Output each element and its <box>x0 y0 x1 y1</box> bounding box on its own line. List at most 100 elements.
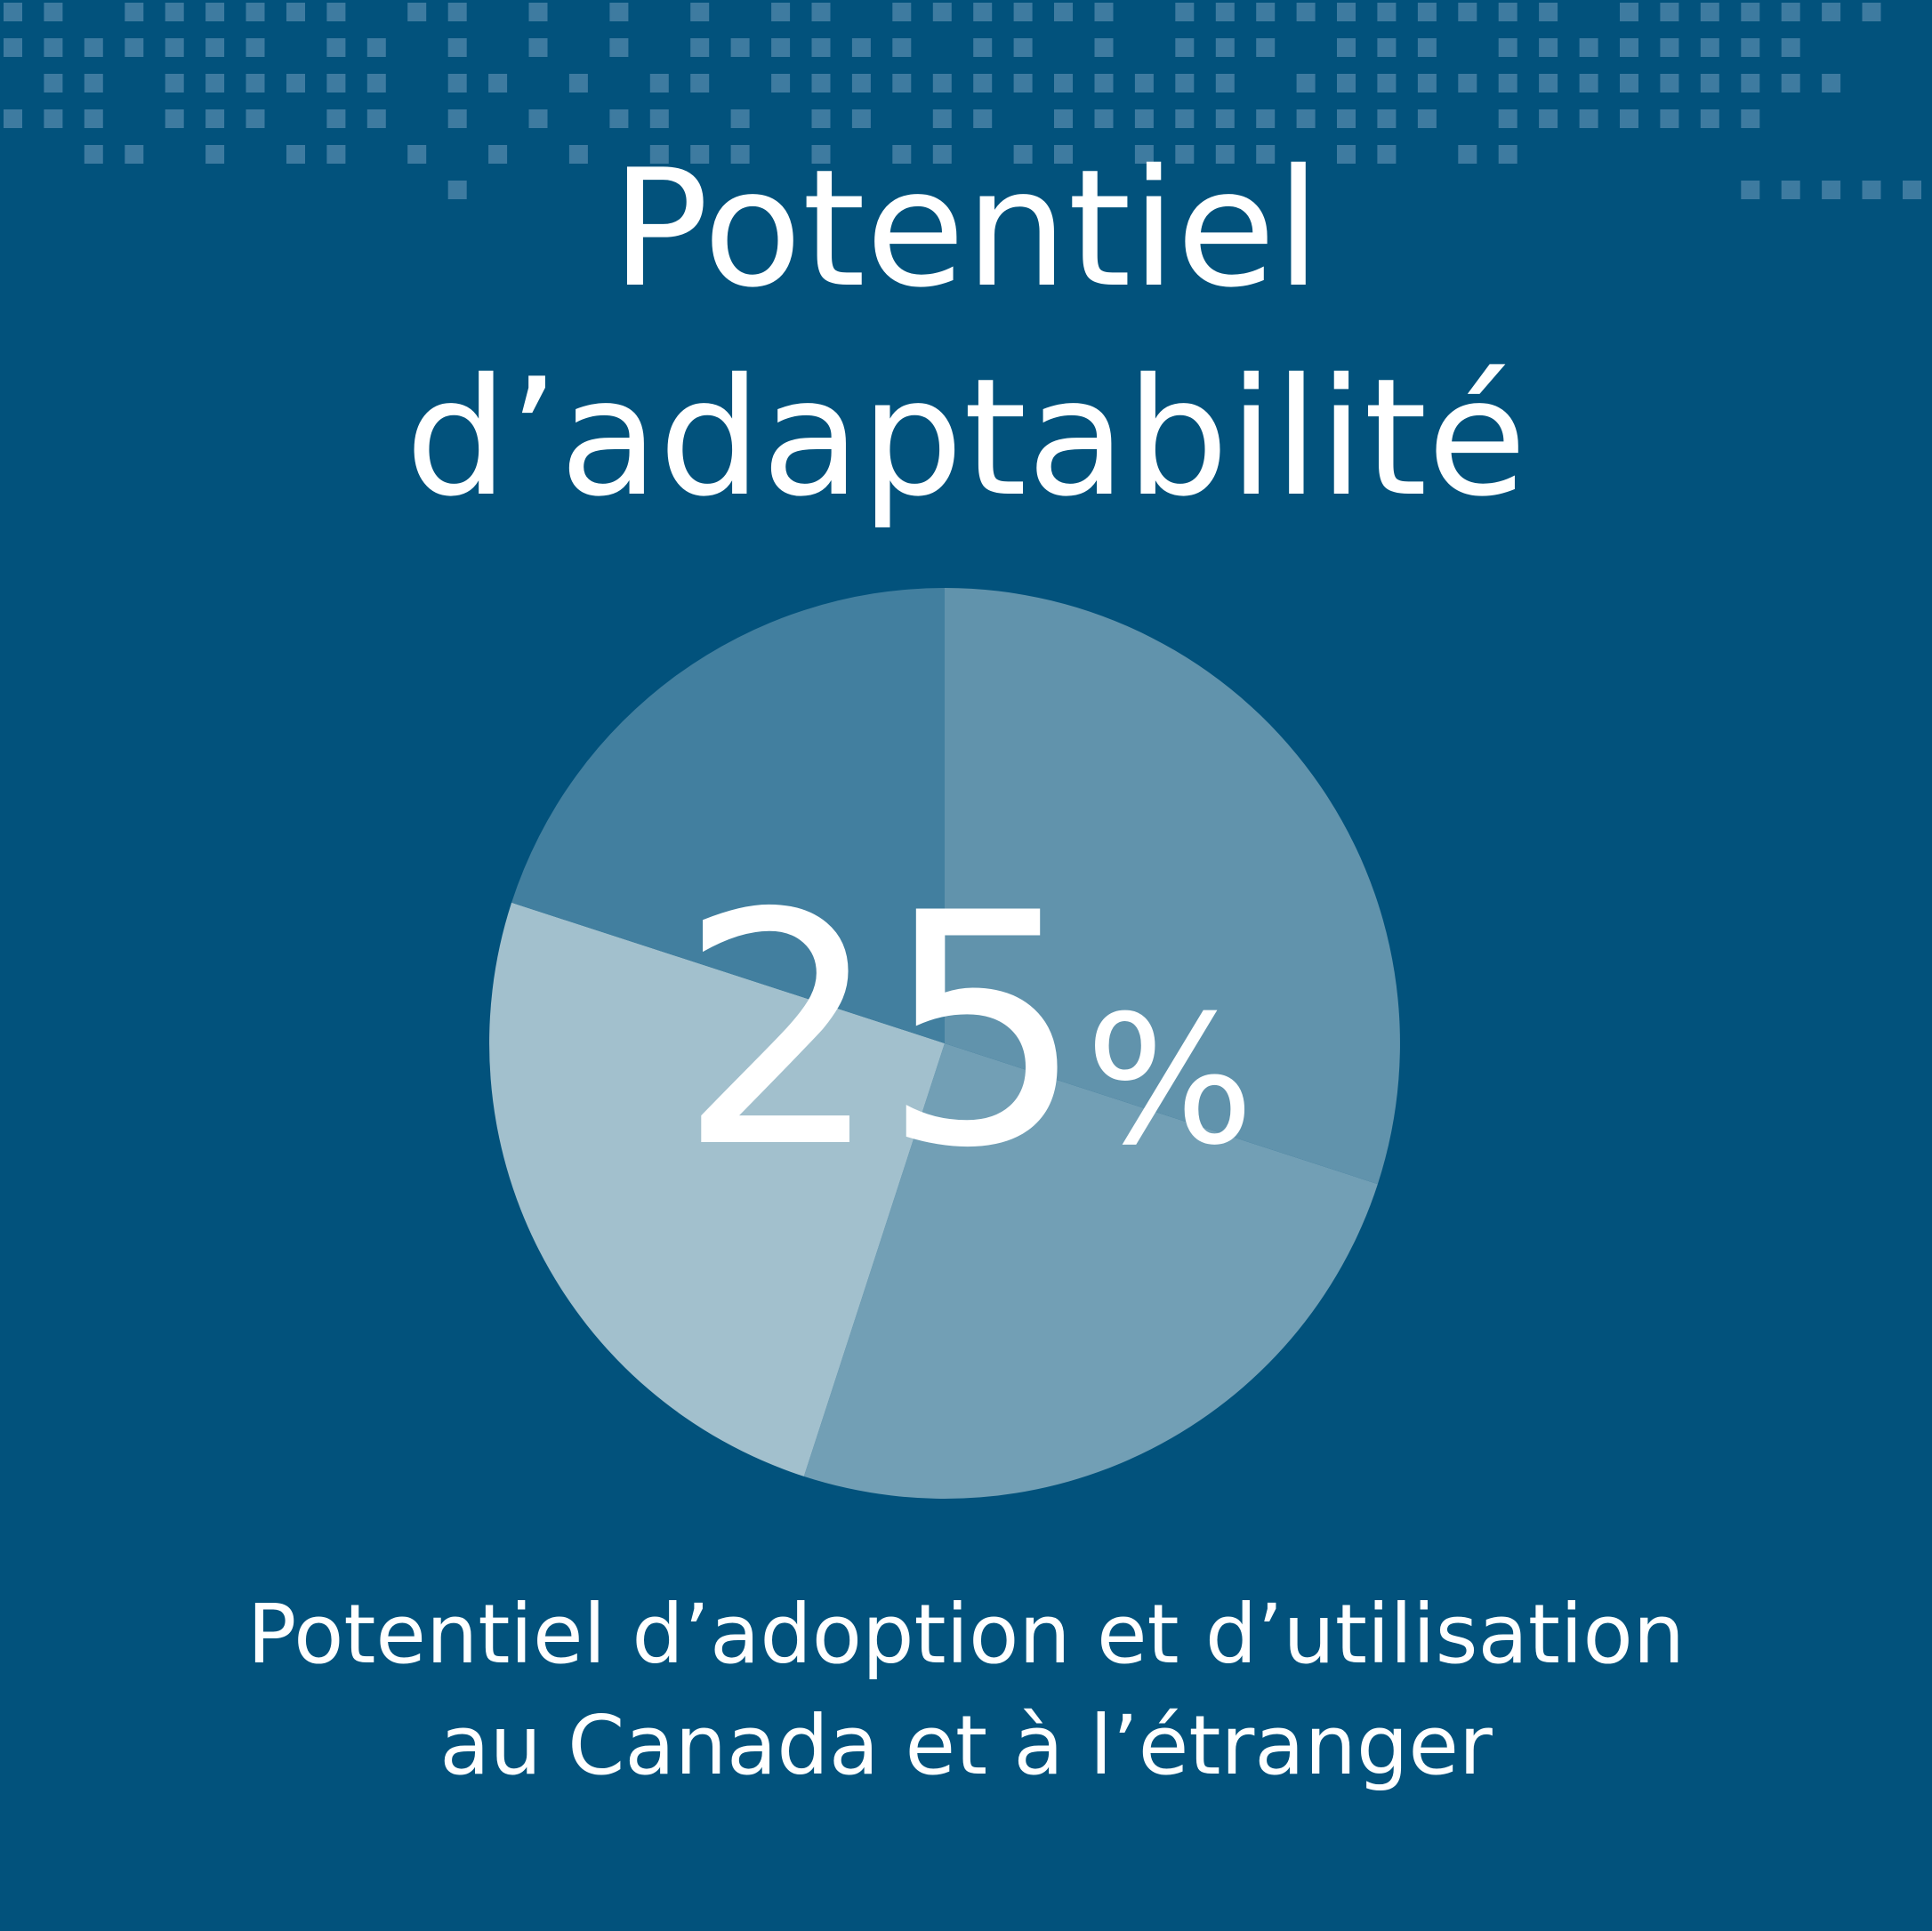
pattern-dot <box>84 38 103 57</box>
pattern-dot <box>892 74 912 93</box>
pattern-dot <box>1579 109 1598 128</box>
pattern-dot <box>125 38 144 57</box>
pattern-dot <box>649 74 669 93</box>
pattern-dot <box>1579 74 1598 93</box>
pattern-dot <box>4 3 22 21</box>
pattern-dot <box>609 38 629 57</box>
pattern-dot <box>730 145 750 164</box>
pattern-dot <box>649 145 669 164</box>
pattern-dot <box>447 74 467 93</box>
pattern-dot <box>1094 38 1114 57</box>
pattern-dot <box>1377 74 1397 93</box>
pattern-dot <box>286 145 305 164</box>
pattern-dot <box>326 38 346 57</box>
pattern-dot <box>286 74 305 93</box>
pattern-dot <box>1215 74 1235 93</box>
pattern-dot <box>1579 38 1598 57</box>
pattern-dot <box>1094 74 1114 93</box>
pattern-dot <box>1539 74 1558 93</box>
pattern-dot <box>1377 3 1397 21</box>
pattern-dot <box>1498 74 1517 93</box>
pattern-dot <box>326 109 346 128</box>
pattern-dot <box>1620 3 1638 21</box>
pattern-dot <box>932 74 952 93</box>
pattern-dot <box>1175 3 1195 21</box>
pattern-dot <box>1862 3 1881 21</box>
pattern-dot <box>851 109 871 128</box>
pattern-dot <box>246 38 265 57</box>
pattern-dot <box>1781 3 1800 21</box>
pattern-dot <box>165 109 184 128</box>
pattern-dot <box>165 74 184 93</box>
pattern-dot <box>205 109 225 128</box>
pattern-dot <box>1417 3 1437 21</box>
pattern-dot <box>1417 109 1437 128</box>
pattern-dot <box>1822 3 1841 21</box>
caption-line-1: Potentiel d’adoption et d’utilisation <box>246 1587 1686 1682</box>
pattern-dot <box>1094 3 1114 21</box>
pattern-dot <box>286 3 305 21</box>
pattern-dot <box>1822 74 1841 93</box>
pattern-dot <box>1822 181 1841 199</box>
pattern-dot <box>1013 74 1033 93</box>
pattern-dot <box>1013 145 1033 164</box>
pattern-dot <box>44 74 63 93</box>
pattern-dot <box>1781 38 1800 57</box>
pattern-dot <box>1620 74 1638 93</box>
pattern-dot <box>1337 74 1356 93</box>
pattern-dot <box>649 109 669 128</box>
pattern-dot <box>690 74 710 93</box>
pattern-dot <box>205 74 225 93</box>
pattern-dot <box>1337 38 1356 57</box>
highlight-percentage: 25% <box>0 854 1932 1259</box>
pattern-dot <box>1337 145 1356 164</box>
pattern-dot <box>1215 38 1235 57</box>
pattern-dot <box>1337 3 1356 21</box>
pattern-dot <box>609 109 629 128</box>
title-line-2: d’adaptabilité <box>405 343 1527 532</box>
pattern-dot <box>892 3 912 21</box>
pattern-dot <box>1417 38 1437 57</box>
pattern-dot <box>1498 3 1517 21</box>
pattern-dot <box>1377 109 1397 128</box>
pattern-dot <box>488 74 508 93</box>
pattern-dot <box>407 3 427 21</box>
pattern-dot <box>246 109 265 128</box>
pattern-dot <box>1094 109 1114 128</box>
pattern-dot <box>1175 109 1195 128</box>
pattern-dot <box>528 38 548 57</box>
pattern-dot <box>1539 3 1558 21</box>
pie-slice-3 <box>489 902 945 1476</box>
pattern-dot <box>1134 109 1154 128</box>
pattern-dot <box>44 3 63 21</box>
pattern-dot <box>205 145 225 164</box>
pattern-dot <box>771 3 791 21</box>
pattern-dot <box>366 109 386 128</box>
pattern-dot <box>1862 181 1881 199</box>
pattern-dot <box>609 3 629 21</box>
pattern-dot <box>1458 74 1477 93</box>
pattern-dot <box>1054 109 1073 128</box>
pattern-dot <box>125 3 144 21</box>
pattern-dot <box>1296 109 1316 128</box>
pattern-dot <box>488 145 508 164</box>
pattern-dot <box>1215 3 1235 21</box>
pattern-dot <box>165 3 184 21</box>
pattern-dot <box>1296 74 1316 93</box>
pattern-dot <box>851 74 871 93</box>
pattern-dot <box>246 3 265 21</box>
pattern-dot <box>44 109 63 128</box>
pattern-dot <box>973 38 993 57</box>
pattern-dot <box>568 74 588 93</box>
pattern-dot <box>690 145 710 164</box>
pattern-dot <box>205 3 225 21</box>
pattern-dot <box>165 38 184 57</box>
pattern-dot <box>1256 38 1276 57</box>
pattern-dot <box>1741 109 1760 128</box>
pattern-dot <box>1741 3 1760 21</box>
pattern-dot <box>1700 74 1719 93</box>
pie-slice-4 <box>511 588 945 1043</box>
pattern-dot <box>1458 145 1477 164</box>
pattern-dot <box>1458 3 1477 21</box>
pattern-dot <box>932 145 952 164</box>
